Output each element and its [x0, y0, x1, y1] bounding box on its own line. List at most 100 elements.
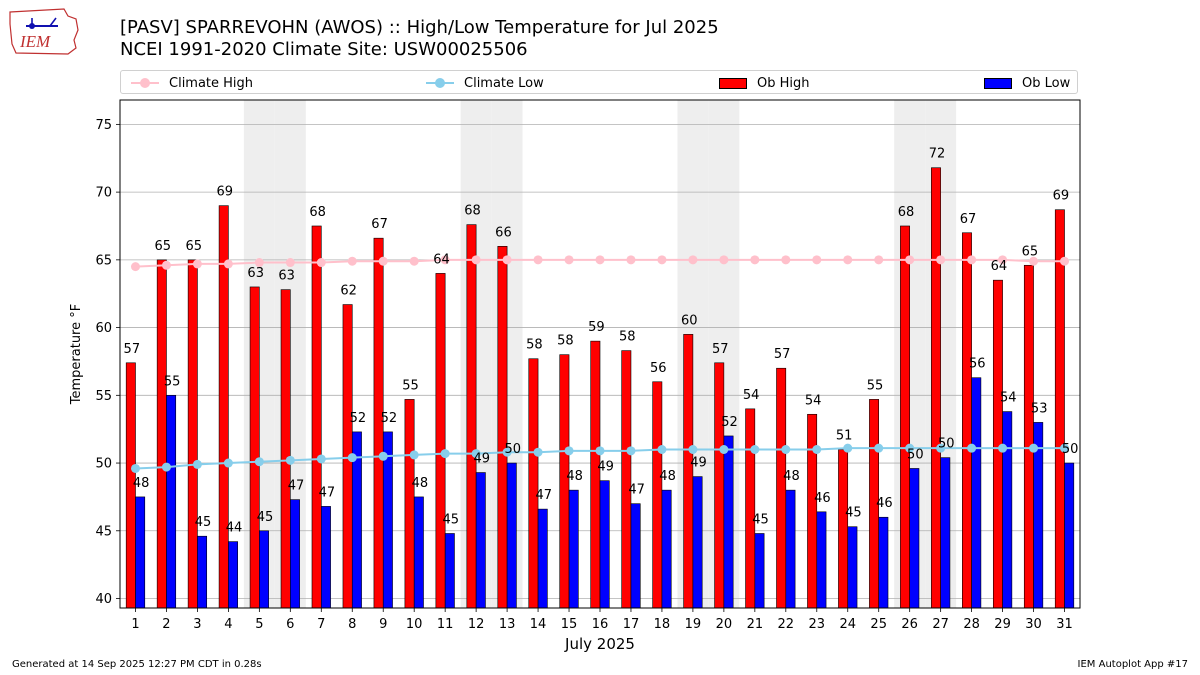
- ob-low-bar: [940, 457, 951, 609]
- climate-high-point: [967, 255, 977, 265]
- ob-high-label: 65: [1022, 244, 1039, 259]
- x-tick-label: 18: [654, 617, 671, 632]
- ob-low-bar: [290, 499, 300, 609]
- climate-low-point: [471, 449, 481, 459]
- x-tick-label: 31: [1056, 617, 1073, 632]
- ob-low-bar: [1064, 462, 1075, 609]
- legend-item-ob-low: Ob Low: [984, 74, 1070, 92]
- ob-high-bar: [838, 449, 849, 609]
- ob-high-bar: [1054, 209, 1065, 609]
- climate-low-point: [688, 445, 698, 455]
- ob-low-label: 48: [133, 476, 150, 491]
- x-tick-label: 22: [778, 617, 795, 632]
- x-tick-label: 23: [809, 617, 826, 632]
- climate-high-point: [657, 255, 667, 265]
- climate-low-point: [1029, 443, 1039, 453]
- climate-high-point: [440, 255, 450, 265]
- ob-high-bar: [931, 167, 941, 609]
- ob-high-label: 64: [433, 252, 450, 267]
- legend-swatch: [426, 78, 454, 88]
- ob-high-bar: [807, 413, 818, 609]
- climate-high-point: [719, 255, 729, 265]
- climate-low-point: [285, 455, 295, 465]
- weekend-shade: [708, 100, 740, 608]
- ob-high-bar: [869, 399, 880, 609]
- y-tick-label: 45: [95, 524, 112, 539]
- ob-high-bar: [590, 340, 601, 609]
- legend-label: Climate High: [169, 75, 254, 91]
- climate-low-point: [316, 454, 326, 464]
- climate-low-line: [135, 447, 1065, 470]
- ob-high-label: 68: [464, 204, 481, 219]
- ob-low-bar: [1002, 411, 1013, 609]
- ob-high-label: 57: [712, 342, 729, 357]
- climate-high-point: [595, 255, 605, 265]
- ob-low-bar: [909, 468, 920, 609]
- ob-high-bar: [962, 232, 972, 609]
- climate-high-line: [135, 258, 1065, 268]
- ob-high-bar: [528, 358, 539, 609]
- x-tick-label: 27: [932, 617, 949, 632]
- weekend-shade: [894, 100, 926, 608]
- climate-high-point: [502, 255, 512, 265]
- x-tick-label: 2: [162, 617, 170, 632]
- climate-high-point: [471, 255, 481, 265]
- ob-low-bar: [723, 435, 734, 609]
- ob-high-label: 54: [743, 388, 760, 403]
- ob-high-label: 67: [371, 217, 388, 232]
- ob-low-bar: [599, 480, 610, 609]
- y-tick-label: 60: [95, 321, 112, 336]
- x-tick-label: 3: [193, 617, 201, 632]
- ob-high-bar: [621, 350, 632, 609]
- climate-high-point: [347, 256, 357, 266]
- ob-low-bar: [475, 472, 486, 609]
- x-tick-label: 29: [994, 617, 1011, 632]
- ob-low-bar: [259, 530, 269, 609]
- climate-low-point: [254, 457, 264, 467]
- climate-low-point: [378, 451, 388, 461]
- weekend-shade: [274, 100, 306, 608]
- x-tick-label: 20: [716, 617, 733, 632]
- y-tick-label: 70: [95, 186, 112, 201]
- y-axis-label: Temperature °F: [69, 304, 84, 405]
- climate-low-point: [936, 443, 946, 453]
- ob-high-bar: [187, 259, 198, 609]
- x-tick-label: 28: [963, 617, 980, 632]
- climate-high-point: [1029, 256, 1039, 266]
- climate-high-point: [254, 258, 264, 268]
- legend-swatch: [984, 77, 1012, 89]
- ob-low-bar: [754, 533, 765, 609]
- ob-high-label: 68: [309, 205, 326, 220]
- ob-high-bar: [404, 399, 415, 609]
- ob-high-bar: [373, 237, 384, 609]
- climate-low-point: [843, 443, 853, 453]
- ob-low-label: 50: [504, 442, 521, 457]
- ob-low-label: 48: [659, 469, 676, 484]
- ob-low-label: 46: [814, 491, 831, 506]
- ob-high-label: 65: [155, 239, 172, 254]
- ob-low-bar: [692, 476, 703, 609]
- chart-subtitle: NCEI 1991-2020 Climate Site: USW00025506: [120, 39, 528, 60]
- x-tick-label: 1: [131, 617, 139, 632]
- climate-low-point: [750, 445, 760, 455]
- ob-low-bar: [537, 508, 548, 609]
- generated-timestamp: Generated at 14 Sep 2025 12:27 PM CDT in…: [12, 659, 262, 670]
- ob-high-bar: [745, 408, 756, 609]
- ob-low-label: 44: [226, 521, 243, 536]
- climate-low-point: [595, 446, 605, 456]
- iem-logo[interactable]: IEM: [6, 4, 82, 60]
- legend-item-climate-low: Climate Low: [426, 74, 544, 92]
- climate-low-point: [874, 443, 884, 453]
- ob-high-label: 57: [774, 347, 791, 362]
- climate-high-point: [192, 259, 202, 269]
- ob-low-label: 45: [752, 512, 769, 527]
- x-tick-label: 15: [561, 617, 578, 632]
- ob-low-label: 45: [257, 510, 274, 525]
- legend-item-climate-high: Climate High: [131, 74, 253, 92]
- ob-high-bar: [1023, 264, 1034, 609]
- ob-high-bar: [342, 304, 353, 609]
- y-tick-label: 65: [95, 253, 112, 268]
- ob-low-label: 48: [412, 476, 429, 491]
- legend-label: Ob High: [757, 75, 810, 91]
- ob-high-bar: [714, 362, 725, 609]
